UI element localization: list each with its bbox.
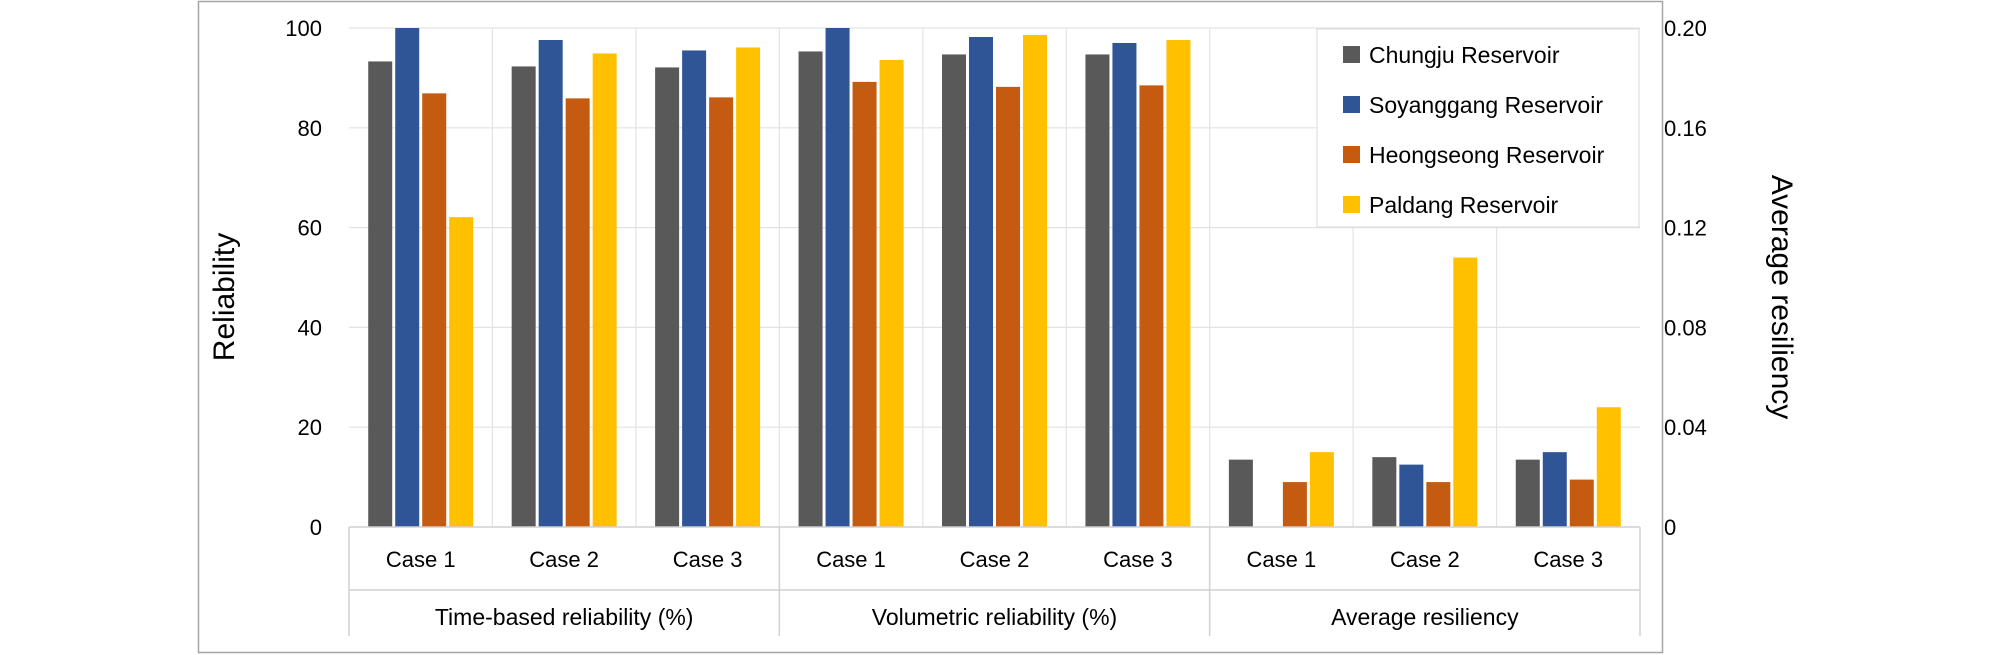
legend-swatch xyxy=(1343,196,1360,213)
bar-2-3-3 xyxy=(1139,85,1164,527)
bar-2-3-4 xyxy=(1166,39,1191,527)
category-label: Case 1 xyxy=(816,547,886,572)
right-tick-label: 0.04 xyxy=(1664,415,1707,440)
bar-2-2-3 xyxy=(996,86,1020,527)
right-tick-label: 0 xyxy=(1664,515,1676,540)
category-label: Case 1 xyxy=(1247,547,1317,572)
bar-1-1-4 xyxy=(449,217,474,527)
bar-2-1-2 xyxy=(825,28,850,527)
bar-3-1-1 xyxy=(1228,459,1253,527)
bar-3-1-4 xyxy=(1309,452,1334,527)
bar-2-1-3 xyxy=(852,81,877,527)
bar-2-2-4 xyxy=(1023,34,1047,528)
bar-3-3-2 xyxy=(1542,452,1567,527)
left-tick-label: 80 xyxy=(298,116,322,141)
bar-3-2-3 xyxy=(1426,482,1451,527)
right-tick-label: 0.08 xyxy=(1664,315,1707,340)
group-labels: Time-based reliability (%) Volumetric rel… xyxy=(435,604,1519,630)
gridlines xyxy=(349,27,1640,527)
right-tick-labels: 0 0.04 0.08 0.12 0.16 0.20 xyxy=(1664,16,1707,540)
bar-1-3-1 xyxy=(655,67,680,528)
category-label: Case 3 xyxy=(1103,547,1173,572)
bar-3-1-3 xyxy=(1282,482,1307,527)
legend-label: Chungju Reservoir xyxy=(1369,42,1560,68)
left-tick-label: 40 xyxy=(298,315,322,340)
left-tick-labels: 0 20 40 60 80 100 xyxy=(285,16,322,540)
bar-3-3-3 xyxy=(1569,479,1594,527)
bar-2-1-4 xyxy=(879,59,904,527)
legend-label: Paldang Reservoir xyxy=(1369,192,1559,218)
legend: Chungju Reservoir Soyanggang Reservoir Heo… xyxy=(1316,28,1640,228)
legend-swatch xyxy=(1343,46,1360,63)
bar-1-2-2 xyxy=(538,39,563,527)
right-tick-label: 0.16 xyxy=(1664,116,1707,141)
bar-1-2-1 xyxy=(511,66,536,527)
bar-3-2-4 xyxy=(1453,257,1478,527)
bar-2-1-1 xyxy=(798,51,823,527)
left-tick-label: 0 xyxy=(310,515,322,540)
category-label: Case 1 xyxy=(386,547,456,572)
legend-label: Heongseong Reservoir xyxy=(1369,142,1605,168)
right-tick-label: 0.20 xyxy=(1664,16,1707,41)
bar-1-3-3 xyxy=(709,97,734,528)
right-axis-title: Average resiliency xyxy=(1765,175,1798,420)
legend-label: Soyanggang Reservoir xyxy=(1369,92,1603,118)
bar-1-1-1 xyxy=(368,61,393,528)
legend-swatch xyxy=(1343,96,1360,113)
bar-2-2-2 xyxy=(969,36,993,528)
bar-1-3-2 xyxy=(682,50,707,527)
bar-1-2-3 xyxy=(565,98,590,527)
right-tick-label: 0.12 xyxy=(1664,216,1707,241)
bar-3-2-2 xyxy=(1399,464,1424,527)
left-tick-label: 20 xyxy=(298,415,322,440)
category-label: Case 3 xyxy=(673,547,743,572)
bar-3-3-1 xyxy=(1515,459,1540,527)
bar-1-1-2 xyxy=(395,28,420,527)
legend-swatch xyxy=(1343,146,1360,163)
axes xyxy=(348,526,1641,636)
category-label: Case 3 xyxy=(1533,547,1603,572)
bar-3-2-1 xyxy=(1372,457,1397,527)
bar-1-3-4 xyxy=(736,47,761,527)
bar-3-3-4 xyxy=(1596,407,1621,527)
left-tick-label: 60 xyxy=(298,216,322,241)
category-labels: Case 1 Case 2 Case 3 Case 1 Case 2 Case 3 Case… xyxy=(386,547,1603,572)
group-label: Average resiliency xyxy=(1331,604,1519,630)
legend-box xyxy=(1316,28,1640,228)
bars xyxy=(368,28,1621,528)
group-label: Time-based reliability (%) xyxy=(435,604,694,630)
group-label: Volumetric reliability (%) xyxy=(872,604,1117,630)
left-tick-label: 100 xyxy=(285,16,322,41)
category-label: Case 2 xyxy=(529,547,599,572)
category-label: Case 2 xyxy=(960,547,1030,572)
left-axis-title: Reliability xyxy=(208,233,241,361)
bar-2-3-2 xyxy=(1112,42,1137,527)
category-label: Case 2 xyxy=(1390,547,1460,572)
bar-2-3-1 xyxy=(1085,54,1110,528)
bar-1-1-3 xyxy=(422,93,447,527)
bar-1-2-4 xyxy=(592,53,617,527)
bar-2-2-1 xyxy=(942,54,966,528)
